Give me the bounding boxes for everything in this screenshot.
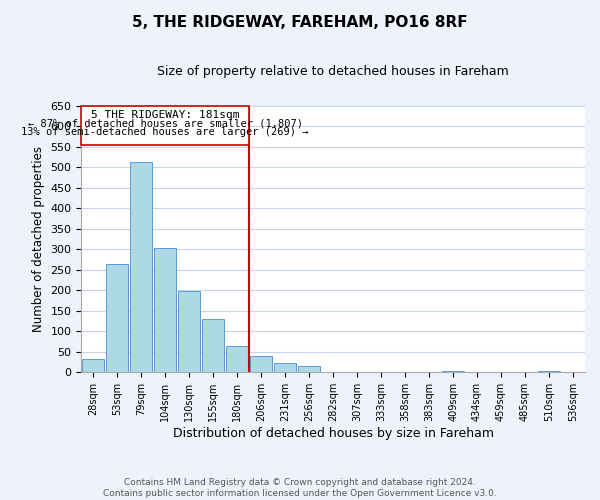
Bar [226,346,248,372]
Bar [250,356,272,372]
Text: 5, THE RIDGEWAY, FAREHAM, PO16 8RF: 5, THE RIDGEWAY, FAREHAM, PO16 8RF [132,15,468,30]
Text: ← 87% of detached houses are smaller (1,807): ← 87% of detached houses are smaller (1,… [28,118,303,128]
Text: 13% of semi-detached houses are larger (269) →: 13% of semi-detached houses are larger (… [22,127,309,137]
Bar [81,106,249,144]
Bar [202,318,224,372]
Text: 5 THE RIDGEWAY: 181sqm: 5 THE RIDGEWAY: 181sqm [91,110,239,120]
Y-axis label: Number of detached properties: Number of detached properties [32,146,45,332]
Bar [130,162,152,372]
Title: Size of property relative to detached houses in Fareham: Size of property relative to detached ho… [157,65,509,78]
Bar [298,366,320,372]
Bar [178,290,200,372]
Bar [538,371,560,372]
Bar [442,371,464,372]
Bar [82,359,104,372]
Bar [274,363,296,372]
X-axis label: Distribution of detached houses by size in Fareham: Distribution of detached houses by size … [173,427,494,440]
Bar [154,248,176,372]
Text: Contains HM Land Registry data © Crown copyright and database right 2024.
Contai: Contains HM Land Registry data © Crown c… [103,478,497,498]
Bar [106,264,128,372]
